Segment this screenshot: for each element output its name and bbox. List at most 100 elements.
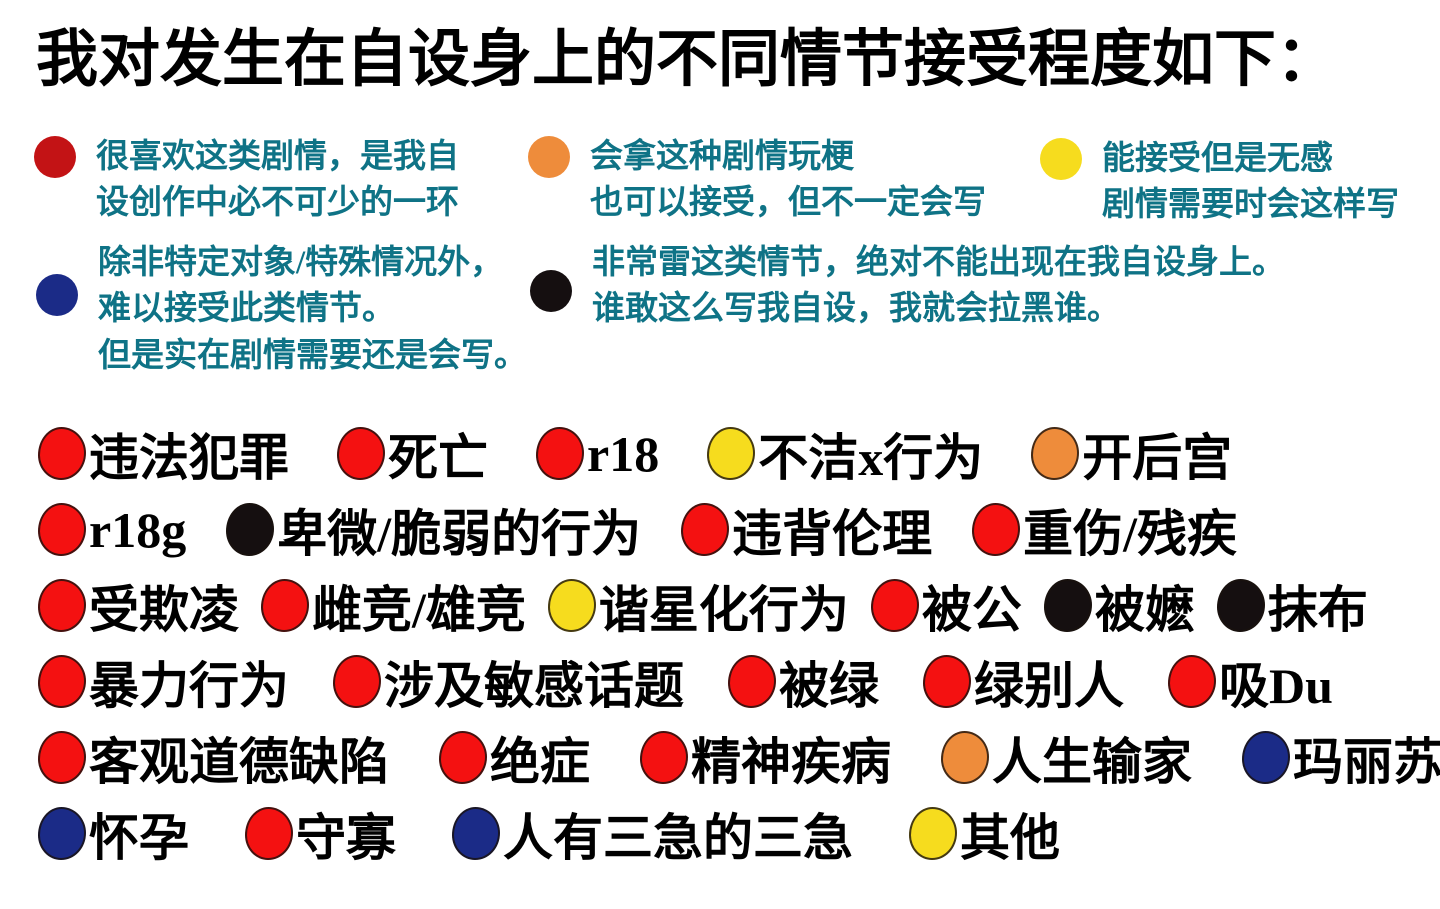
orange-dot-icon <box>1031 427 1080 480</box>
red-dot-icon <box>640 731 688 784</box>
list-item: 被公 <box>870 570 1022 642</box>
black-dot-icon <box>1043 579 1092 632</box>
item-label: 暴力行为 <box>89 657 289 714</box>
item-label: 其他 <box>960 809 1060 866</box>
navy-dot-icon <box>452 807 500 860</box>
item-row: r18g 卑微/脆弱的行为 违背伦理 重伤/残疾 <box>0 492 1440 568</box>
list-item: r18 <box>536 425 659 483</box>
red-dot-icon <box>38 655 86 708</box>
red-dot-icon <box>870 579 919 632</box>
list-item: 雌竞/雄竞 <box>261 570 526 642</box>
list-item: 违法犯罪 <box>38 418 289 490</box>
item-label: 精神疾病 <box>691 733 891 790</box>
legend-item-absolutely-not: 非常雷这类情节，绝对不能出现在我自设身上。 谁敢这么写我自设，我就会拉黑谁。 <box>530 240 1285 334</box>
black-dot-icon <box>226 503 275 556</box>
list-item: 吸Du <box>1168 646 1333 718</box>
list-item: 暴力行为 <box>38 646 289 718</box>
item-label: 客观道德缺陷 <box>89 733 389 790</box>
item-label: 玛丽苏 <box>1293 733 1440 790</box>
legend-text-line: 谁敢这么写我自设，我就会拉黑谁。 <box>592 291 1120 328</box>
item-label: r18g <box>89 501 187 558</box>
red-dot-icon <box>972 503 1021 556</box>
red-dot-icon <box>38 579 86 632</box>
item-label: 谐星化行为 <box>598 581 849 638</box>
list-item: 人有三急的三急 <box>452 798 853 870</box>
legend-text-line: 会拿这种剧情玩梗 <box>590 138 854 175</box>
legend-text: 非常雷这类情节，绝对不能出现在我自设身上。 谁敢这么写我自设，我就会拉黑谁。 <box>592 240 1285 334</box>
item-label: 抹布 <box>1267 581 1368 638</box>
legend-text-line: 非常雷这类情节，绝对不能出现在我自设身上。 <box>592 244 1285 281</box>
item-label: 绝症 <box>490 733 590 790</box>
list-item: 被嬷 <box>1043 570 1195 642</box>
legend-text-line: 除非特定对象/特殊情况外， <box>98 244 504 281</box>
red-dot-icon <box>536 427 584 480</box>
legend-item-neutral-acceptable: 能接受但是无感剧情需要时会这样写 <box>1040 136 1399 230</box>
item-label: 人有三急的三急 <box>503 809 853 866</box>
item-label: 卑微/脆弱的行为 <box>277 505 642 562</box>
item-label: 受欺凌 <box>89 581 239 638</box>
legend-text-line: 但是实在剧情需要还是会写。 <box>98 338 527 375</box>
list-item: 涉及敏感话题 <box>333 646 684 718</box>
page-title: 我对发生在自设身上的不同情节接受程度如下： <box>36 26 1339 94</box>
list-item: 玛丽苏 <box>1242 722 1440 794</box>
list-item: 人生输家 <box>941 722 1192 794</box>
list-item: 卑微/脆弱的行为 <box>226 494 641 566</box>
acceptance-chart-page: 我对发生在自设身上的不同情节接受程度如下： 很喜欢这类剧情，是我自 设创作中必不可… <box>0 22 1440 909</box>
list-item: 违背伦理 <box>681 494 932 566</box>
item-list: 违法犯罪 死亡 r18 不洁x行为 开后宫 r18g 卑微/脆弱的行为 违背伦理 重伤/残疾受欺… <box>0 416 1440 872</box>
legend-text: 能接受但是无感剧情需要时会这样写 <box>1102 136 1399 230</box>
item-row: 暴力行为 涉及敏感话题 被绿 绿别人 吸Du <box>0 644 1440 720</box>
item-label: 雌竞/雄竞 <box>312 581 526 638</box>
legend-text: 很喜欢这类剧情，是我自 设创作中必不可少的一环 <box>96 134 459 228</box>
red-dot-icon <box>38 503 86 556</box>
legend-text-line: 很喜欢这类剧情，是我自 <box>96 138 459 175</box>
red-dot-icon <box>337 427 385 480</box>
orange-dot-icon <box>941 731 989 784</box>
legend-text-line: 也可以接受，但不一定会写 <box>590 185 986 222</box>
item-label: 被绿 <box>779 657 879 714</box>
list-item: 其他 <box>909 798 1060 870</box>
item-label: 绿别人 <box>974 657 1124 714</box>
navy-dot-icon <box>36 273 78 316</box>
item-row: 受欺凌 雌竞/雄竞 谐星化行为 被公 被嬷 抹布 <box>0 568 1440 644</box>
legend-text-line: 难以接受此类情节。 <box>98 291 395 328</box>
red-dot-icon <box>439 731 487 784</box>
legend: 很喜欢这类剧情，是我自 设创作中必不可少的一环 会拿这种剧情玩梗也可以接受，但不一定… <box>0 128 1440 390</box>
item-label: 开后宫 <box>1082 429 1233 486</box>
item-label: 不洁x行为 <box>758 429 984 486</box>
item-label: 违法犯罪 <box>89 429 289 486</box>
item-label: 重伤/残疾 <box>1023 505 1238 562</box>
red-dot-icon <box>681 503 730 556</box>
legend-text: 会拿这种剧情玩梗也可以接受，但不一定会写 <box>590 134 986 228</box>
red-dot-icon <box>333 655 381 708</box>
navy-dot-icon <box>38 807 86 860</box>
list-item: 被绿 <box>728 646 879 718</box>
red-dot-icon <box>38 731 86 784</box>
item-row: 违法犯罪 死亡 r18 不洁x行为 开后宫 <box>0 416 1440 492</box>
list-item: 开后宫 <box>1031 418 1232 490</box>
navy-dot-icon <box>1242 731 1290 784</box>
red-dot-icon <box>923 655 971 708</box>
item-label: 吸Du <box>1219 657 1333 714</box>
legend-text-line: 剧情需要时会这样写 <box>1102 187 1399 224</box>
list-item: 谐星化行为 <box>547 570 849 642</box>
red-dot-icon <box>728 655 776 708</box>
item-row: 怀孕 守寡 人有三急的三急 其他 <box>0 796 1440 872</box>
item-label: 守寡 <box>296 809 396 866</box>
list-item: 客观道德缺陷 <box>38 722 389 794</box>
item-label: 涉及敏感话题 <box>384 657 684 714</box>
red-dot-icon <box>261 579 309 632</box>
item-label: 死亡 <box>388 429 488 486</box>
list-item: 重伤/残疾 <box>972 494 1237 566</box>
legend-item-meme-acceptable: 会拿这种剧情玩梗也可以接受，但不一定会写 <box>528 134 986 228</box>
legend-item-favorite: 很喜欢这类剧情，是我自 设创作中必不可少的一环 <box>34 134 459 228</box>
list-item: 守寡 <box>245 798 396 870</box>
list-item: r18g <box>38 501 186 559</box>
yellow-dot-icon <box>547 579 596 632</box>
yellow-dot-icon <box>707 427 756 480</box>
list-item: 受欺凌 <box>38 570 239 642</box>
yellow-dot-icon <box>909 807 957 860</box>
legend-text-line: 设创作中必不可少的一环 <box>96 185 459 222</box>
red-dot-icon <box>34 135 76 178</box>
legend-text-line: 能接受但是无感 <box>1102 140 1333 177</box>
